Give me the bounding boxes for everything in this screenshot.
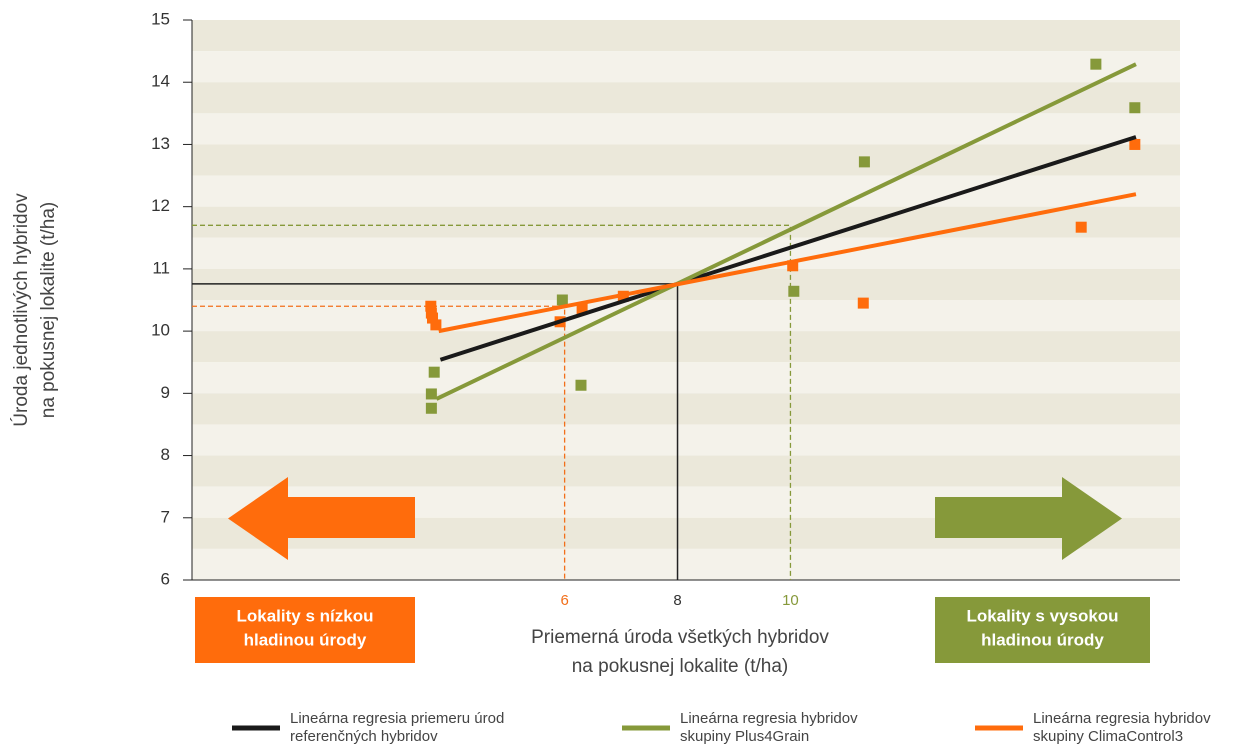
y-axis-label: na pokusnej lokalite (t/ha) [38,202,59,419]
background-stripe [192,113,1180,145]
legend-label: referenčných hybridov [290,728,438,745]
data-point [1129,138,1141,150]
x-axis-label: Priemerná úroda všetkých hybridov [531,627,829,648]
data-point [1090,58,1102,70]
zone-arrow [228,477,415,560]
zone-label: hladinou úrody [244,630,367,649]
x-tick-label: 8 [673,592,681,609]
data-point [427,312,439,324]
data-point [1075,221,1087,233]
y-tick-label: 11 [152,258,170,277]
zone-box [935,597,1150,663]
data-point [787,260,799,272]
zone-label: Lokality s vysokou [966,606,1118,625]
y-tick-label: 10 [151,321,170,340]
y-tick-label: 7 [161,507,170,526]
regression-line [438,192,1137,334]
data-point [1129,102,1141,114]
y-tick-label: 6 [161,569,170,588]
zone-arrow [935,477,1122,560]
legend-label: Lineárna regresia priemeru úrod [290,710,504,727]
data-point [788,285,800,297]
background-stripe [192,455,1180,487]
background-stripe [192,206,1180,238]
background-stripe [192,300,1180,332]
data-point [430,319,442,331]
data-point [576,303,588,315]
y-tick-label: 15 [151,9,170,28]
data-point [428,366,440,378]
y-tick-label: 9 [161,383,170,402]
zone-box [195,597,415,663]
y-tick-label: 14 [151,72,170,91]
y-axis-label: Úroda jednotlivých hybridov [10,193,32,427]
background-stripe [192,51,1180,83]
background-stripe [192,175,1180,207]
data-point [425,388,437,400]
legend-label: skupiny Plus4Grain [680,728,809,745]
regression-line [439,135,1137,362]
x-tick-label: 10 [782,592,799,609]
background-stripe [192,424,1180,456]
background-stripe [192,20,1180,52]
data-point [556,294,568,306]
y-tick-label: 12 [151,196,170,215]
background-stripe [192,393,1180,425]
regression-line [435,62,1137,401]
guide-line [192,224,792,580]
legend-label: Lineárna regresia hybridov [680,710,858,727]
data-point [857,297,869,309]
x-axis-label: na pokusnej lokalite (t/ha) [572,656,789,677]
legend-label: Lineárna regresia hybridov [1033,710,1211,727]
background-stripe [192,144,1180,176]
background-stripe [192,548,1180,580]
zone-label: Lokality s nízkou [237,606,374,625]
data-point [858,156,870,168]
y-tick-label: 8 [161,445,170,464]
data-point [425,300,437,312]
background-stripe [192,82,1180,114]
y-tick-label: 13 [151,134,170,153]
background-stripe [192,237,1180,269]
background-stripe [192,331,1180,363]
zone-label: hladinou úrody [981,630,1104,649]
x-tick-label: 6 [560,592,568,609]
background-stripe [192,362,1180,394]
data-point [575,379,587,391]
legend-label: skupiny ClimaControl3 [1033,728,1183,745]
data-point [425,402,437,414]
